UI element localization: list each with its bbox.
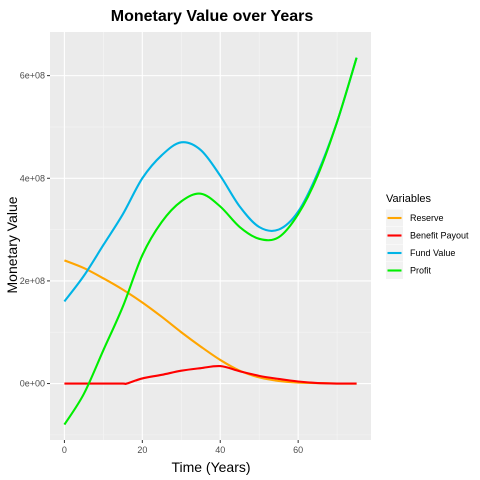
chart-title: Monetary Value over Years [111,8,314,25]
series-line-fund-value [63,57,358,303]
legend-item-fund-value: Fund Value [386,244,455,262]
x-tick-label: 0 [62,445,67,455]
y-tick-label: 0e+00 [20,379,45,389]
x-tick-label: 20 [137,445,147,455]
grid-minor [50,32,371,440]
x-tick-label: 60 [293,445,303,455]
plot-panel [50,32,371,440]
legend-label-fund-value: Fund Value [410,248,455,258]
x-axis-title: Time (Years) [171,459,250,475]
legend-label-reserve: Reserve [410,213,444,223]
legend: Variables Reserve Benefit Payout Fund Valu… [386,193,469,279]
y-tick-label: 6e+08 [20,71,45,81]
y-axis-ticks: 0e+00 2e+08 4e+08 6e+08 [20,71,50,389]
legend-item-benefit-payout: Benefit Payout [386,227,469,244]
y-tick-label: 2e+08 [20,276,45,286]
series-line-profit [63,57,358,426]
series-lines [63,57,358,426]
legend-title: Variables [386,193,432,205]
y-tick-label: 4e+08 [20,173,45,183]
series-line-benefit-payout [64,364,357,385]
legend-item-profit: Profit [386,262,432,279]
x-axis-ticks: 0 20 40 60 [62,440,303,455]
legend-label-benefit-payout: Benefit Payout [410,231,469,241]
legend-label-profit: Profit [410,266,432,276]
y-axis-title: Monetary Value [4,196,20,293]
legend-item-reserve: Reserve [386,209,444,227]
x-tick-label: 40 [215,445,225,455]
